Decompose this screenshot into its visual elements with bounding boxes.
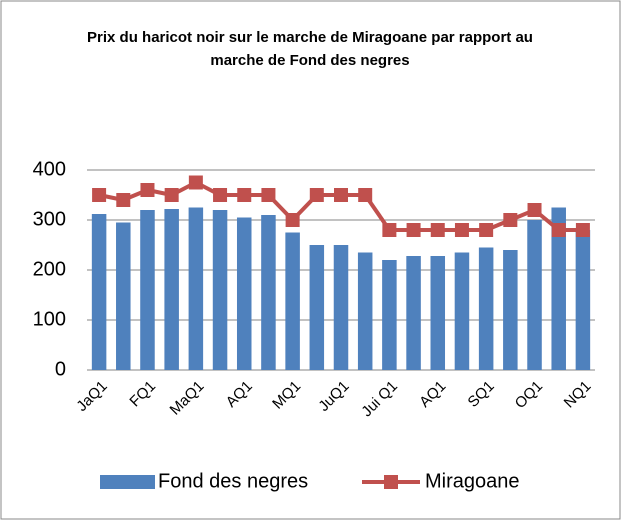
y-tick-label: 300 — [33, 208, 66, 230]
marker — [309, 188, 324, 202]
legend-label: Fond des negres — [158, 470, 308, 492]
bar — [478, 247, 494, 370]
bar — [91, 214, 107, 370]
bar — [212, 210, 228, 370]
bar — [333, 245, 349, 370]
x-tick-label: JaQ1 — [73, 378, 110, 415]
marker — [140, 183, 155, 197]
marker — [237, 188, 252, 202]
bar — [503, 250, 518, 370]
marker — [382, 223, 397, 237]
bar — [261, 215, 276, 370]
bar — [116, 222, 131, 370]
x-tick-label: OQ1 — [512, 378, 546, 412]
bar — [527, 220, 542, 370]
marker — [406, 223, 421, 237]
y-tick-label: 100 — [33, 308, 66, 330]
bar — [551, 207, 566, 370]
x-tick-label: MaQ1 — [167, 378, 208, 419]
marker — [503, 213, 518, 227]
marker — [188, 175, 203, 190]
marker — [454, 223, 469, 237]
bar — [357, 252, 373, 370]
x-tick-label: NQ1 — [561, 378, 595, 412]
bar — [430, 256, 446, 370]
marker — [334, 188, 348, 202]
legend-swatch-marker — [384, 475, 398, 489]
marker — [479, 223, 494, 237]
x-tick-label: MQ1 — [269, 378, 304, 413]
legend-label: Miragoane — [425, 470, 520, 492]
y-tick-label: 200 — [33, 258, 66, 280]
bar — [188, 207, 204, 370]
marker — [164, 188, 179, 202]
bar — [454, 252, 470, 370]
marker — [92, 188, 107, 202]
y-tick-label: 400 — [33, 158, 66, 180]
x-tick-label: Jui Q1 — [358, 378, 401, 421]
bar — [236, 217, 252, 370]
y-tick-label: 0 — [55, 358, 66, 380]
marker — [430, 223, 445, 237]
marker — [527, 203, 542, 217]
bar — [406, 256, 421, 370]
chart-title: Prix du haricot noir sur le marche de Mi… — [87, 29, 533, 69]
bar — [285, 232, 300, 370]
marker — [358, 188, 373, 202]
marker — [285, 213, 300, 227]
bar — [309, 245, 325, 370]
bar — [164, 209, 179, 370]
x-tick-label: SQ1 — [465, 378, 498, 411]
marker — [575, 223, 590, 237]
x-tick-label: AQ1 — [223, 378, 256, 411]
marker — [551, 223, 566, 237]
x-tick-label: FQ1 — [126, 378, 159, 411]
x-tick-label: AQ1 — [416, 378, 449, 411]
bar — [382, 260, 397, 370]
bar — [575, 230, 591, 370]
marker — [261, 188, 276, 202]
marker — [213, 188, 228, 202]
x-tick-label: JuQ1 — [315, 378, 352, 415]
legend-swatch — [100, 475, 155, 489]
bar — [140, 210, 155, 370]
marker — [116, 193, 131, 207]
